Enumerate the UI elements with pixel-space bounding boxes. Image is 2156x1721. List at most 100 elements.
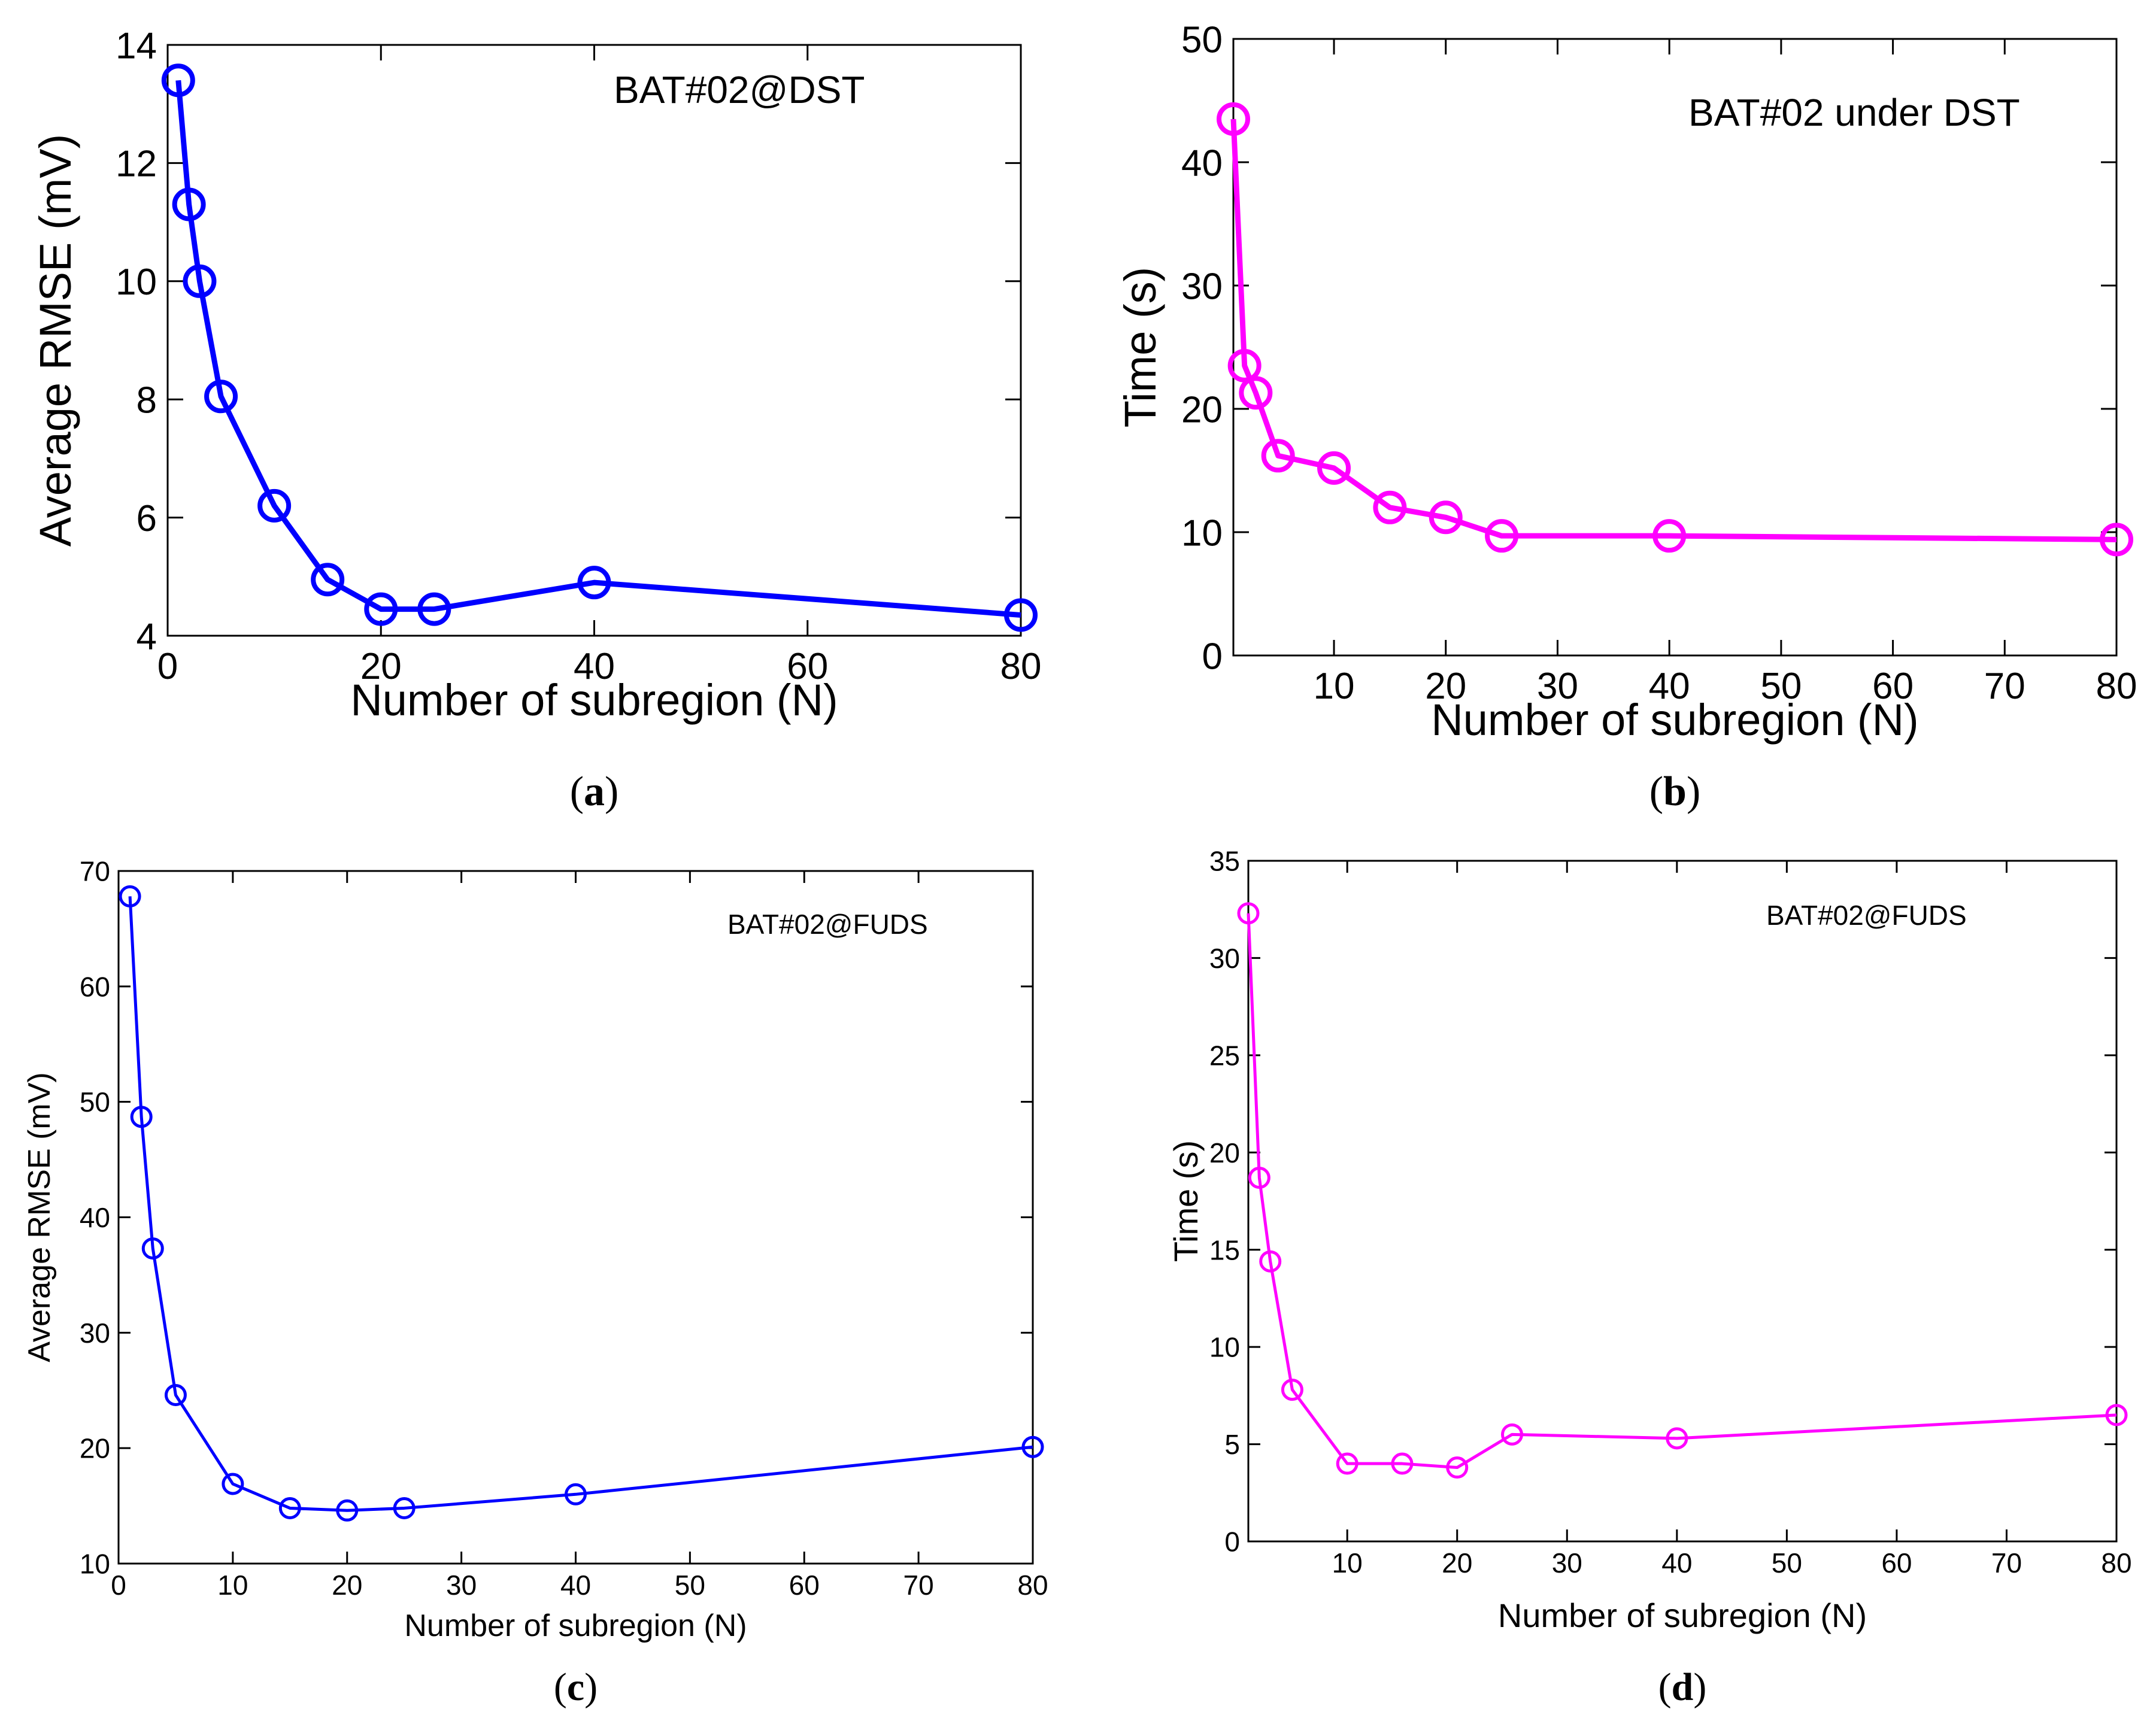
y-tick-label: 5 [1224,1429,1240,1460]
x-tick-label: 60 [1881,1547,1912,1579]
data-point [565,1483,587,1506]
y-tick-label: 10 [116,262,157,303]
data-point [204,380,238,414]
y-axis-label: Average RMSE (mV) [22,1072,57,1362]
data-point [1261,439,1295,473]
y-axis-label: Time (s) [1167,1140,1205,1262]
x-tick-label: 20 [332,1570,362,1601]
series-line [1247,913,2117,1470]
y-tick-label: 6 [137,498,157,539]
x-tick-label: 10 [1314,666,1355,707]
chart-annotation: BAT#02@DST [614,68,865,111]
x-tick-label: 0 [157,646,178,687]
x-tick-label: 60 [1872,666,1914,707]
data-point [417,592,451,626]
y-tick-label: 50 [1181,19,1223,60]
data-point [1373,490,1407,524]
x-axis-label: Number of subregion (N) [1431,695,1918,745]
y-tick-label: 10 [80,1549,110,1580]
data-point [1239,376,1273,410]
data-point [119,885,141,907]
data-point [2100,523,2133,557]
y-tick-label: 4 [137,616,157,657]
x-tick-label: 40 [1661,1547,1692,1579]
x-tick-label: 20 [1442,1547,1472,1579]
panel-caption: (c) [554,1665,598,1709]
y-tick-label: 30 [1181,266,1223,307]
data-point [364,592,398,626]
chart-annotation: BAT#02 under DST [1688,91,2020,134]
data-point [222,1473,244,1495]
y-tick-label: 15 [1209,1234,1240,1265]
x-tick-label: 50 [675,1570,705,1601]
data-point [1317,451,1351,485]
plot-frame [1247,860,2118,1543]
y-tick-label: 0 [1202,636,1223,677]
x-tick-label: 40 [574,646,615,687]
data-point [1217,102,1250,136]
data-point [1004,598,1038,632]
y-tick-label: 40 [80,1202,110,1233]
data-point [278,1497,301,1519]
data-point [164,1383,187,1406]
y-tick-label: 0 [1224,1526,1240,1558]
x-tick-label: 70 [903,1570,934,1601]
x-axis-label: Number of subregion (N) [1498,1596,1867,1634]
data-point [1501,1423,1524,1446]
x-tick-label: 50 [1772,1547,1802,1579]
chart-annotation: BAT#02@FUDS [727,909,928,940]
x-tick-label: 60 [789,1570,820,1601]
data-point [1021,1435,1044,1458]
chart-annotation: BAT#02@FUDS [1766,900,1967,931]
chart-a: 0 20 40 60 80 4 6 8 10 12 14 Number of subregion (N… [31,25,1041,815]
y-tick-label: 10 [1181,512,1223,554]
data-point [141,1237,164,1260]
panel-caption: (a) [570,769,619,815]
y-axis-label: Time (s) [1115,267,1165,428]
data-point [257,488,292,523]
x-tick-label: 70 [1984,666,2025,707]
data-point [1429,500,1463,535]
x-tick-label: 10 [1332,1547,1363,1579]
x-tick-label: 20 [1425,666,1466,707]
y-tick-label: 20 [1181,389,1223,430]
data-point [1259,1250,1282,1273]
data-point [161,63,195,98]
data-point [1652,519,1687,553]
y-tick-label: 35 [1209,846,1240,877]
x-tick-label: 30 [1552,1547,1582,1579]
x-tick-label: 40 [1649,666,1690,707]
x-axis-label: Number of subregion (N) [404,1608,747,1643]
data-point [130,1106,153,1128]
data-point [393,1497,416,1519]
data-point [1336,1452,1359,1475]
data-point [1485,519,1519,553]
y-tick-label: 8 [137,380,157,421]
x-tick-label: 10 [217,1570,248,1601]
y-tick-label: 20 [80,1433,110,1464]
series-line [175,80,1021,618]
x-tick-label: 80 [2101,1547,2131,1579]
data-point [577,566,611,600]
x-tick-label: 50 [1760,666,1802,707]
y-tick-label: 10 [1209,1332,1240,1363]
data-point [1237,902,1260,925]
x-tick-label: 0 [111,1570,126,1601]
data-point [172,187,206,221]
x-tick-label: 80 [1000,646,1042,687]
data-point [1248,1167,1270,1189]
y-tick-label: 25 [1209,1040,1240,1071]
y-tick-label: 20 [1209,1137,1240,1168]
panel-caption: (b) [1649,769,1701,815]
x-tick-label: 80 [2096,666,2137,707]
y-tick-label: 70 [80,856,110,887]
plot-frame [1232,38,2118,657]
series-line [128,896,1033,1512]
x-tick-label: 40 [560,1570,591,1601]
data-point [1666,1427,1688,1450]
panel-caption: (d) [1658,1665,1707,1709]
data-point [1446,1456,1469,1479]
